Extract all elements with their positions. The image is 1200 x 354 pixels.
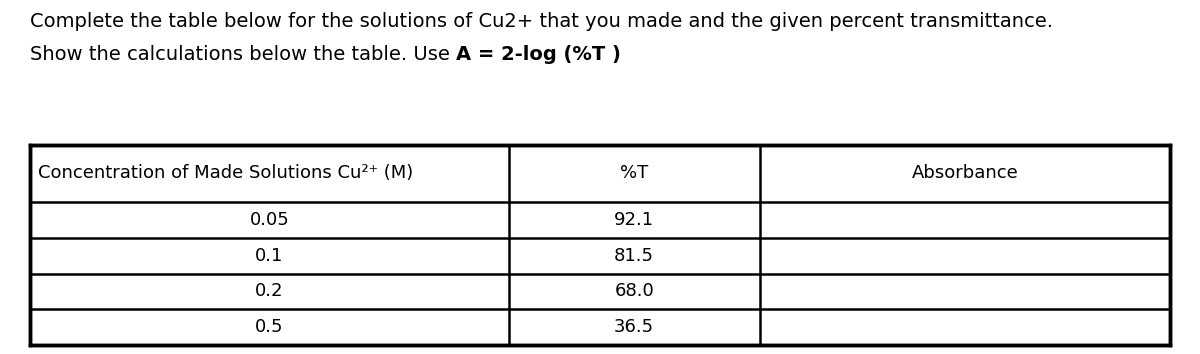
Text: %T: %T: [620, 165, 648, 183]
Text: Complete the table below for the solutions of Cu2+ that you made and the given p: Complete the table below for the solutio…: [30, 12, 1054, 31]
Text: Show the calculations below the table. Use: Show the calculations below the table. U…: [30, 45, 456, 64]
Text: 0.1: 0.1: [256, 247, 283, 265]
Text: 0.05: 0.05: [250, 211, 289, 229]
Text: Absorbance: Absorbance: [912, 165, 1018, 183]
Text: Concentration of Made Solutions Cu²⁺ (M): Concentration of Made Solutions Cu²⁺ (M): [38, 165, 413, 183]
Text: 92.1: 92.1: [614, 211, 654, 229]
Bar: [30, 145, 1170, 345]
Text: 0.5: 0.5: [256, 318, 283, 336]
Text: 36.5: 36.5: [614, 318, 654, 336]
Text: A = 2-log (%T ): A = 2-log (%T ): [456, 45, 622, 64]
Text: 68.0: 68.0: [614, 282, 654, 301]
Text: 81.5: 81.5: [614, 247, 654, 265]
Text: 0.2: 0.2: [256, 282, 283, 301]
